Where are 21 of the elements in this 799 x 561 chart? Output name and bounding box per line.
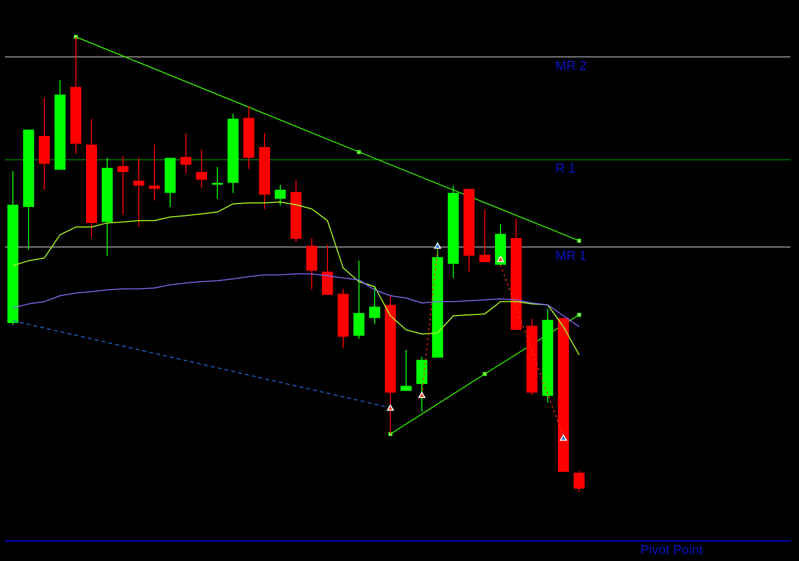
candlestick (400, 349, 412, 392)
ref-line-label: R 1 (556, 160, 576, 176)
candlestick (180, 133, 192, 174)
candlestick (274, 184, 286, 206)
candlestick (479, 209, 490, 263)
ref-line-label: Pivot Point (640, 542, 704, 557)
point (386, 404, 394, 411)
ref-line-label: MR 1 (556, 248, 587, 264)
candlestick (133, 157, 144, 228)
point (434, 242, 442, 249)
candlestick (574, 470, 585, 492)
candlestick (196, 149, 208, 188)
point (560, 434, 567, 441)
candlestick (117, 156, 128, 216)
candlestick (369, 286, 380, 324)
ref-line-label: MR 2 (556, 58, 587, 73)
candlestick (148, 144, 160, 202)
candlestick (353, 260, 364, 340)
point (418, 392, 426, 398)
candlestick (322, 244, 333, 296)
point (496, 256, 504, 262)
